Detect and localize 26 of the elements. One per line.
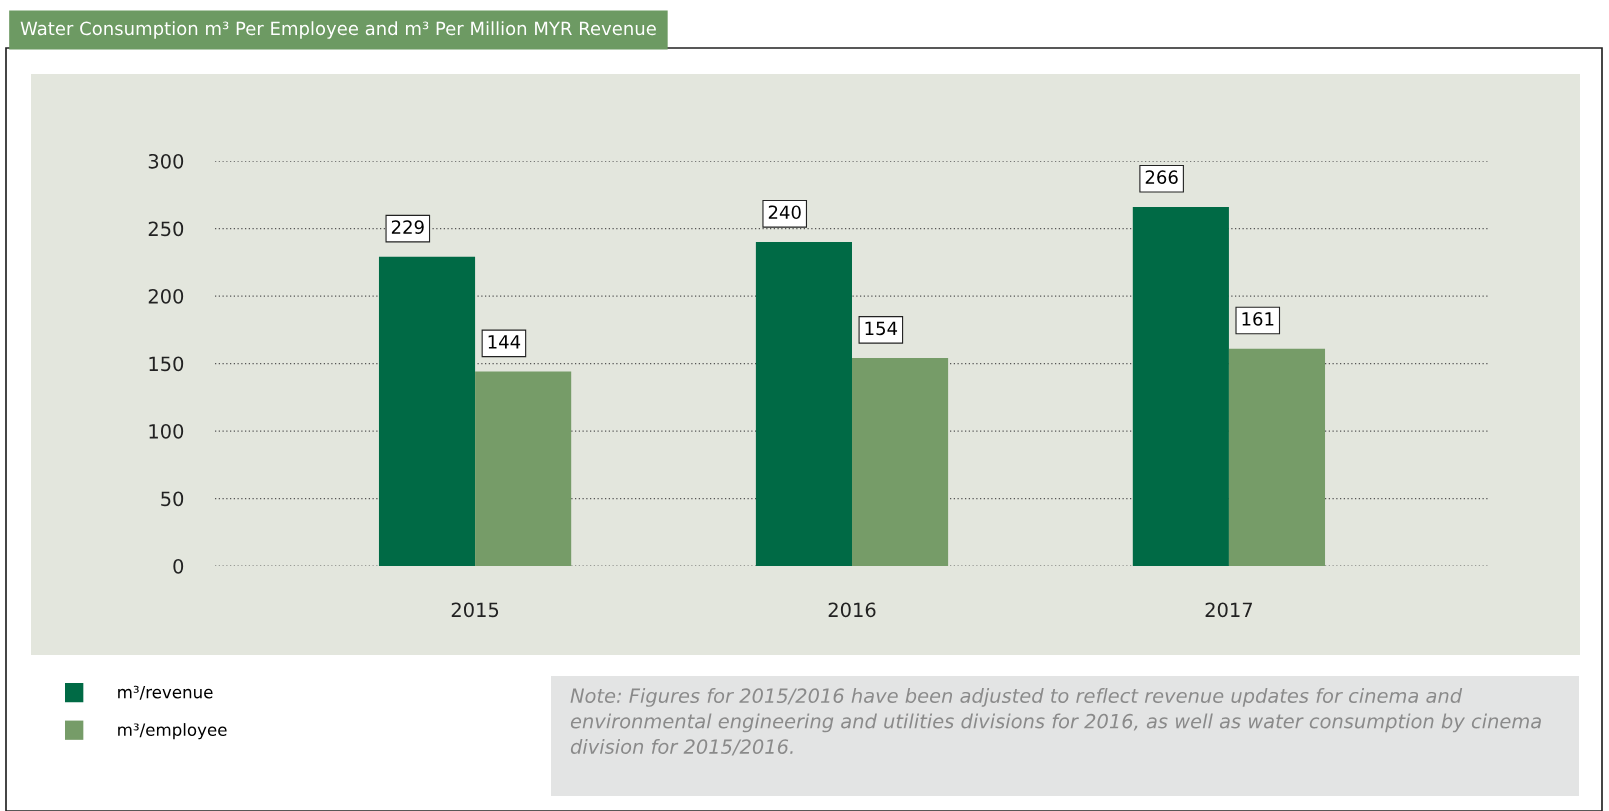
legend-label: m³/revenue	[118, 685, 213, 700]
x-tick-label: 2015	[451, 602, 499, 618]
y-tick-label: 150	[149, 356, 184, 372]
y-tick-label: 200	[148, 288, 184, 304]
bar	[475, 371, 572, 566]
bar	[755, 242, 852, 566]
chart-title: Water Consumption m³ Per Employee and m³ Per Million MYR Revenue	[20, 21, 656, 39]
legend-label: m³/employee	[118, 723, 227, 740]
data-label: 161	[1242, 312, 1274, 326]
y-tick-label: 300	[148, 153, 184, 169]
x-tick-label: 2016	[828, 602, 876, 618]
data-label: 144	[488, 335, 521, 349]
bar	[1228, 348, 1326, 566]
y-tick-label: 250	[148, 221, 184, 237]
text: Note: Figures for 2015/2016 have been adjusted to reflect revenue updates for cinema and environmental engineering and utilities divisions for 2016, as well as water consumption by cinema division for 2015/2016.	[570, 688, 1541, 756]
data-label: 266	[1145, 170, 1178, 184]
y-tick-label: 100	[149, 423, 184, 439]
data-label: 240	[768, 205, 801, 220]
x-tick-label: 2017	[1205, 602, 1252, 618]
y-tick-label: 50	[161, 491, 184, 507]
bar	[1132, 206, 1229, 566]
bar	[852, 358, 949, 566]
data-label: 229	[391, 220, 424, 234]
bar	[378, 256, 476, 566]
y-tick-label: 0	[173, 558, 184, 574]
data-label: 154	[865, 321, 898, 336]
